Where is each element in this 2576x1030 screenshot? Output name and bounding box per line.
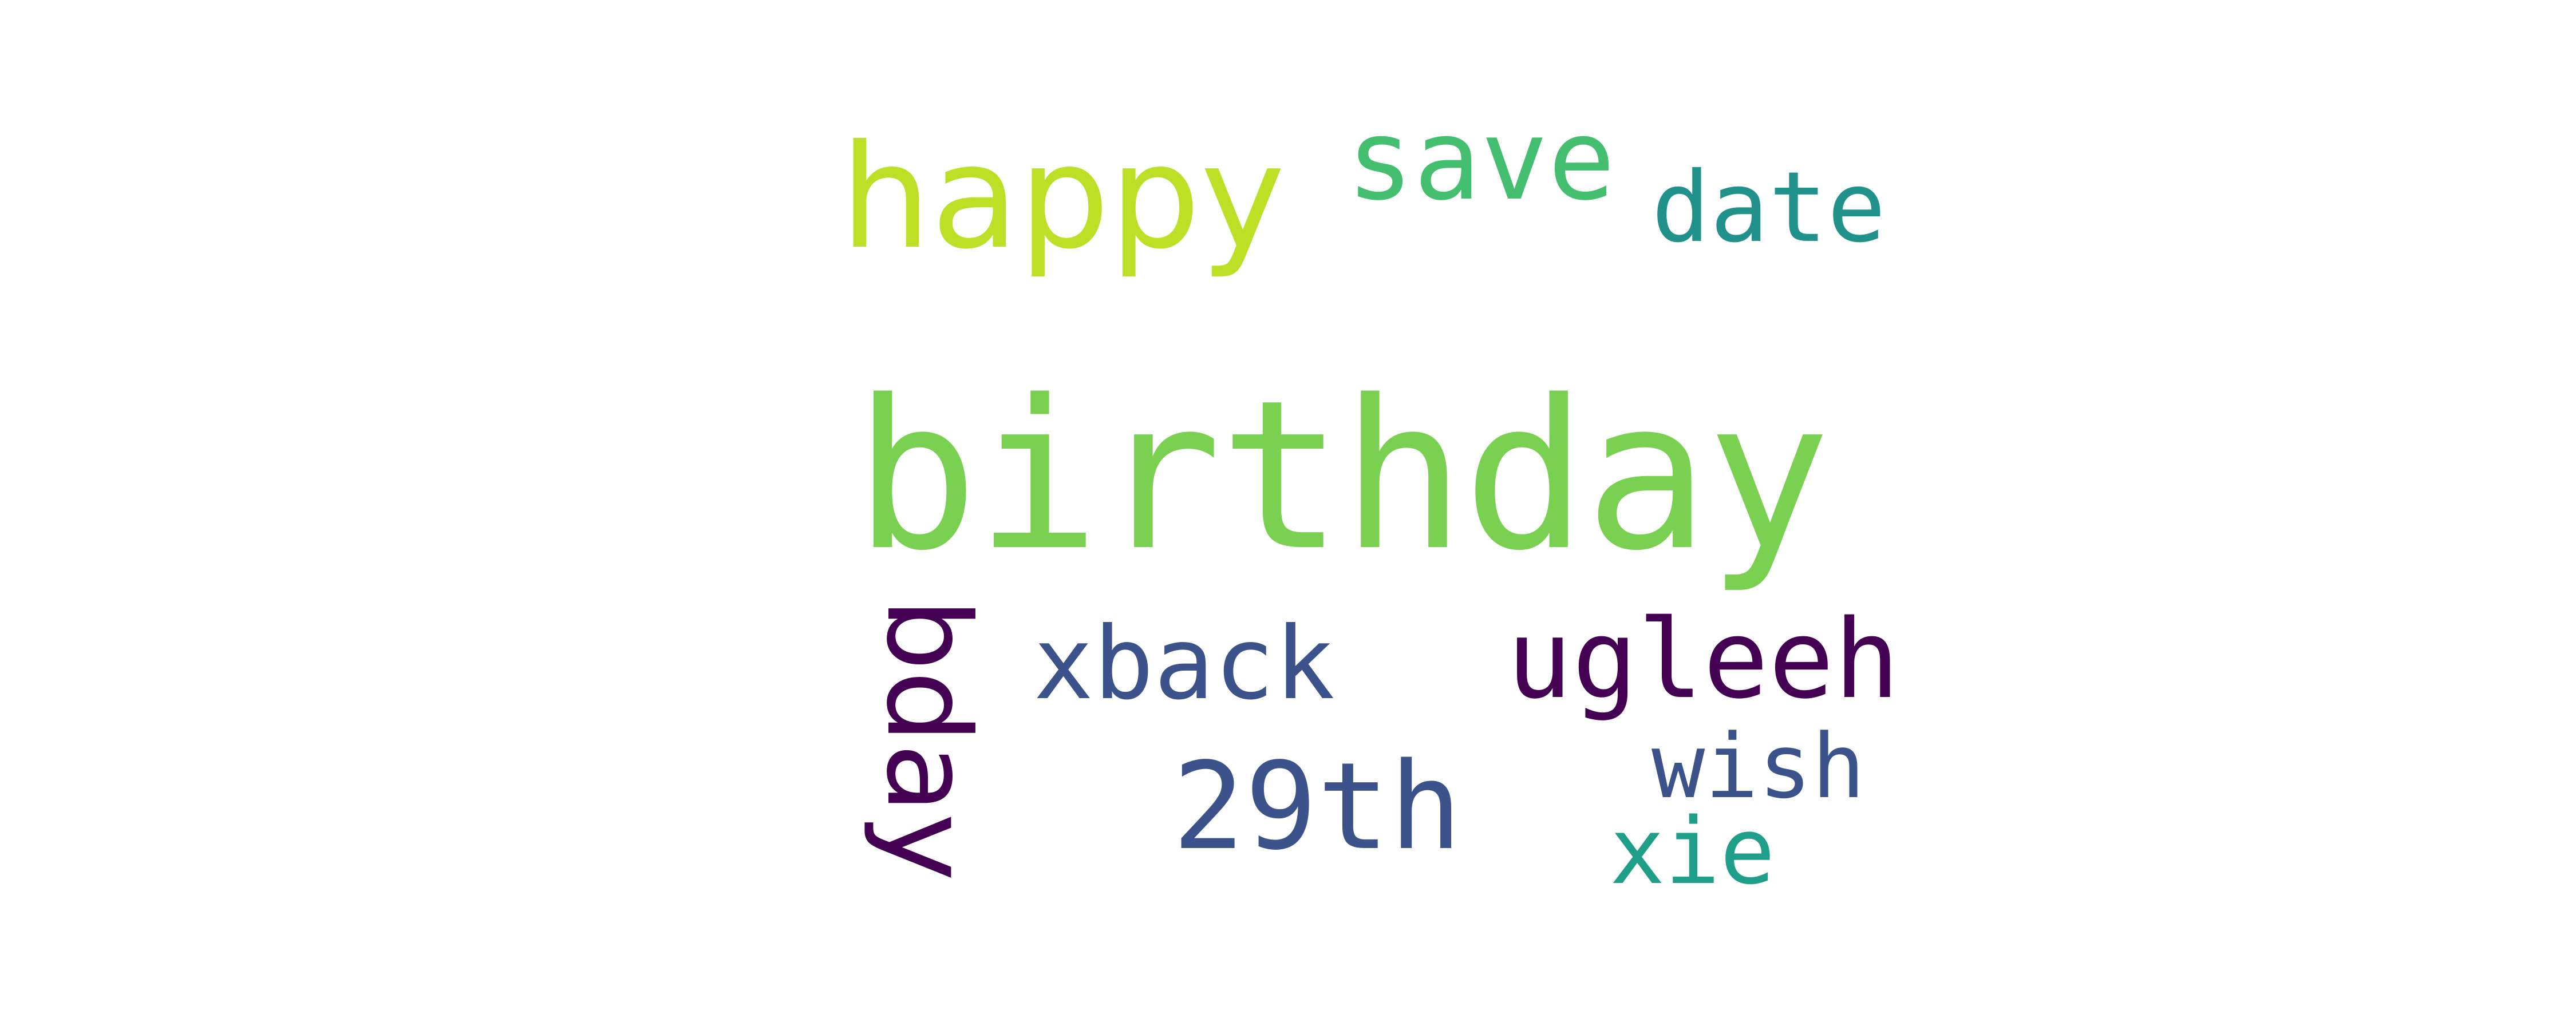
word-xie: xie: [1610, 798, 1775, 905]
word-happy: happy: [840, 114, 1285, 280]
word-bday: bday: [861, 598, 994, 881]
word-ugleeh: ugleeh: [1507, 596, 1900, 723]
word-birthday: birthday: [854, 356, 1831, 596]
word-save: save: [1346, 95, 1615, 225]
word-xback: xback: [1033, 606, 1335, 722]
word-wish: wish: [1652, 715, 1866, 818]
word-29th: 29th: [1172, 736, 1462, 877]
word-date: date: [1652, 151, 1886, 264]
